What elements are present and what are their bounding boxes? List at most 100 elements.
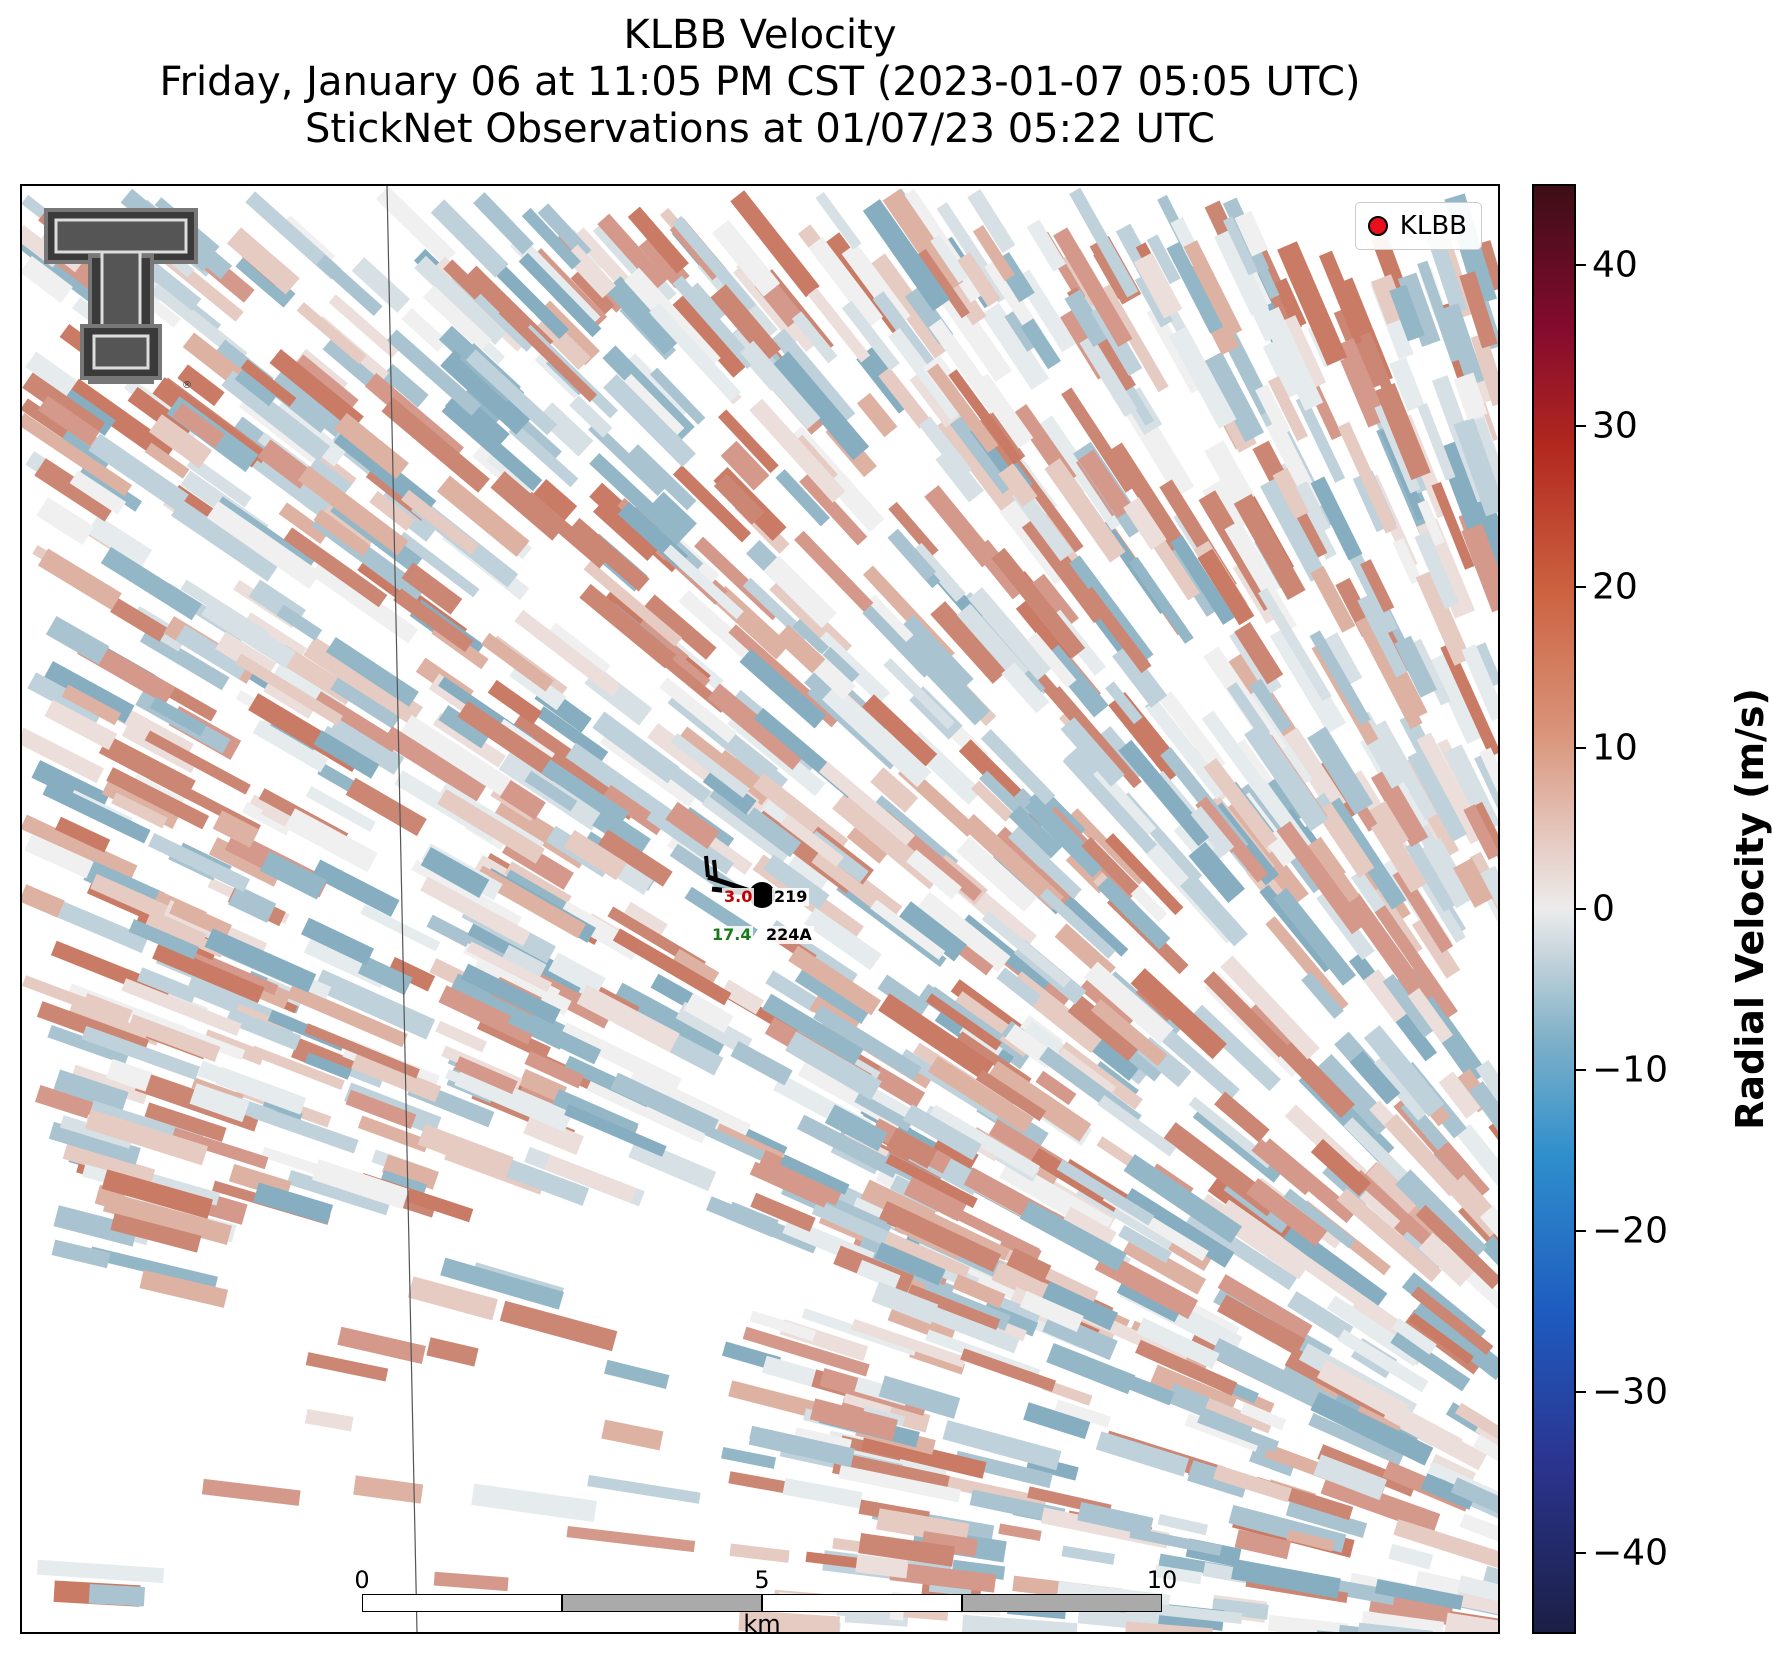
radar-bin: [313, 730, 380, 779]
radar-bin: [144, 730, 251, 795]
radar-bin: [1095, 1431, 1190, 1477]
radar-bin: [1470, 332, 1498, 407]
radar-bin: [524, 770, 578, 812]
radar-bin: [1459, 271, 1498, 349]
radar-bin: [80, 993, 133, 1030]
radar-bin: [1248, 678, 1292, 734]
radar-bin: [1188, 841, 1245, 903]
radar-bin: [240, 359, 297, 407]
colorbar-tick-label: 20: [1592, 566, 1638, 608]
radar-bin: [523, 1114, 584, 1156]
radar-bin: [382, 1154, 439, 1190]
radar-bin: [838, 1465, 961, 1503]
radar-bin: [313, 691, 400, 753]
radar-bin: [1213, 1464, 1292, 1503]
radar-bin: [720, 979, 765, 1015]
radar-bin: [1203, 758, 1278, 849]
radar-bin: [37, 395, 100, 446]
radar-bin: [1039, 888, 1116, 959]
radar-bin: [1118, 739, 1212, 847]
radar-bin: [1190, 1004, 1281, 1092]
radar-bin: [649, 302, 741, 402]
radar-bin: [942, 1420, 1062, 1471]
radar-bin: [1479, 747, 1498, 850]
radar-bin: [1125, 1621, 1213, 1632]
radar-bin: [1060, 717, 1125, 787]
radar-bin: [171, 1127, 269, 1170]
radar-bin: [435, 1020, 488, 1053]
radar-bin: [201, 1478, 301, 1506]
radar-bin: [628, 444, 697, 511]
radar-bin: [659, 677, 737, 744]
radar-bin: [1422, 838, 1475, 909]
radar-bin: [1136, 1317, 1220, 1370]
radar-bin: [67, 378, 175, 463]
radar-bin: [1267, 1615, 1349, 1632]
radar-bin: [89, 1246, 218, 1289]
radar-bin: [541, 759, 629, 826]
radar-bin: [1415, 1204, 1498, 1290]
radar-bin: [1061, 387, 1136, 493]
radar-bin: [507, 1008, 602, 1065]
radar-bin: [971, 780, 1014, 822]
radar-bin: [1255, 384, 1291, 437]
radar-bin: [414, 255, 507, 346]
radar-bin: [438, 985, 537, 1045]
radar-bin: [1426, 233, 1468, 315]
radar-bin: [894, 1292, 1020, 1354]
radar-bin: [627, 206, 689, 274]
radar-bin: [1201, 710, 1275, 803]
radar-bin: [612, 982, 728, 1058]
radar-bin: [1344, 892, 1433, 1007]
radar-bin: [1112, 644, 1168, 708]
radar-bin: [1355, 616, 1423, 730]
radar-bin: [1258, 587, 1332, 702]
radar-bin: [794, 434, 838, 482]
radar-bin: [1122, 1188, 1235, 1268]
radar-bin: [1231, 1558, 1341, 1599]
radar-bin: [981, 302, 1050, 390]
radar-bin: [788, 945, 882, 1016]
radar-bin: [297, 465, 409, 556]
radar-bin: [438, 705, 491, 749]
radar-bin: [1054, 1399, 1111, 1428]
radar-bin: [1077, 1502, 1154, 1537]
radar-bin: [925, 993, 1002, 1051]
radar-bin: [990, 826, 1078, 910]
radar-bin: [182, 332, 245, 387]
radar-bin: [53, 1205, 139, 1247]
radar-bin: [878, 1375, 961, 1419]
radar-bin: [1081, 837, 1139, 896]
radar-bin: [1145, 699, 1228, 800]
radar-bin: [750, 1192, 816, 1232]
radar-bin: [278, 502, 329, 545]
radar-bin: [1197, 1193, 1310, 1280]
radar-bin: [514, 609, 622, 697]
radar-bin: [310, 560, 419, 644]
radar-bin: [1233, 493, 1306, 601]
radar-bin: [498, 306, 598, 403]
radar-bin: [1190, 806, 1235, 856]
radar-bin: [888, 327, 963, 421]
radar-bin: [430, 199, 509, 278]
radar-bin: [985, 1060, 1092, 1142]
radar-bin: [42, 781, 151, 844]
radar-bin: [1273, 277, 1307, 329]
radar-bin: [1369, 800, 1409, 850]
radar-bin: [294, 354, 359, 411]
radar-bin: [1457, 1575, 1498, 1617]
radar-bin: [314, 451, 357, 489]
radar-bin: [665, 801, 720, 850]
radar-bin: [1394, 635, 1438, 698]
radar-bin: [1336, 1188, 1442, 1283]
radar-bin: [1417, 403, 1456, 481]
radar-bin: [301, 917, 375, 966]
radar-bin: [322, 505, 375, 548]
radar-bin: [206, 500, 321, 589]
radar-bin: [841, 300, 900, 371]
radar-bin: [524, 1050, 585, 1089]
radar-bin: [304, 1052, 352, 1080]
radar-bin: [386, 329, 482, 416]
radar-bin: [305, 1352, 389, 1382]
radar-map[interactable]: ® KLBB 3.0 219 17.4 224A 0 5 10 km: [20, 184, 1500, 1634]
